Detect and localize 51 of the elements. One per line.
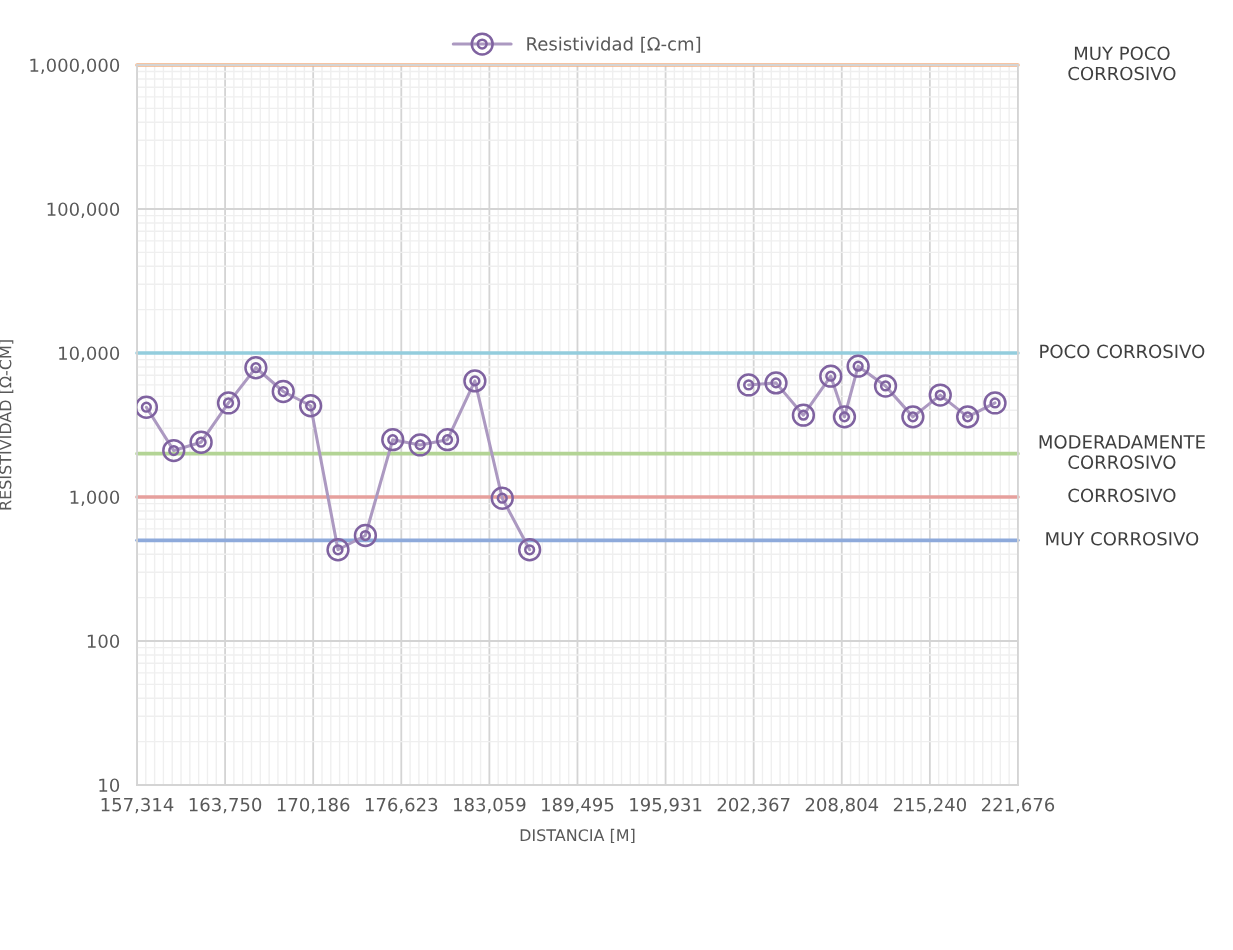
x-tick-label: 189,495	[542, 797, 614, 814]
point	[435, 428, 460, 452]
point	[873, 374, 898, 398]
x-tick-label: 183,059	[454, 797, 526, 814]
point	[136, 395, 159, 419]
y-tick-label: 10	[99, 778, 120, 793]
point	[490, 486, 514, 510]
point	[298, 394, 323, 418]
point	[517, 538, 542, 562]
x-axis-title: DISTANCIA [M]	[520, 828, 635, 844]
y-tick-label: 1,000,000	[30, 58, 120, 74]
y-tick-label: 100,000	[47, 202, 120, 218]
y-tick-label: 1,000	[70, 490, 120, 506]
point	[244, 356, 268, 380]
ref-line-label: MUY POCO CORROSIVO	[1068, 46, 1176, 81]
point	[326, 538, 350, 562]
x-tick-label: 157,314	[101, 797, 174, 814]
point	[846, 354, 870, 378]
point	[736, 373, 761, 397]
point	[271, 379, 295, 404]
ref-line-label: CORROSIVO	[1068, 488, 1176, 503]
point	[162, 438, 186, 463]
x-tick-label: 163,750	[189, 797, 262, 814]
point	[216, 391, 241, 415]
ref-line-label: MUY CORROSIVO	[1046, 531, 1199, 546]
ref-line-label: MODERADAMENTE CORROSIVO	[1039, 435, 1205, 469]
point	[408, 433, 432, 457]
x-tick-label: 208,804	[805, 797, 879, 814]
point	[955, 405, 980, 429]
y-axis-title: RESISTIVIDAD [Ω-CM]	[0, 340, 14, 510]
point	[983, 391, 1007, 415]
x-tick-label: 195,931	[630, 797, 702, 814]
x-tick-label: 221,676	[981, 797, 1055, 814]
point	[189, 430, 213, 454]
point	[832, 405, 857, 429]
y-tick-label: 10,000	[59, 346, 120, 362]
point	[819, 364, 843, 388]
point	[901, 405, 925, 429]
point	[353, 523, 378, 548]
point	[381, 428, 405, 452]
x-tick-label: 176,623	[365, 797, 438, 814]
point	[463, 369, 487, 393]
x-tick-label: 202,367	[717, 797, 790, 814]
point	[764, 371, 788, 395]
y-tick-label: 100	[87, 634, 120, 649]
legend-label: Resistividad [Ω-cm]	[527, 36, 701, 53]
point	[791, 403, 816, 427]
point	[928, 383, 952, 407]
x-tick-label: 170,186	[277, 797, 350, 814]
x-tick-label: 215,240	[893, 797, 966, 814]
ref-line-label: POCO CORROSIVO	[1040, 344, 1205, 359]
